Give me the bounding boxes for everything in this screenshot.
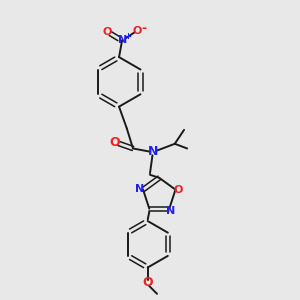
Text: N: N [166,206,176,215]
Text: O: O [103,27,112,37]
Text: -: - [142,22,147,35]
Text: O: O [110,136,120,149]
Text: O: O [133,26,142,36]
Text: O: O [174,184,183,195]
Text: N: N [135,184,144,194]
Text: +: + [124,32,131,41]
Text: N: N [148,145,158,158]
Text: O: O [142,277,153,290]
Text: N: N [118,35,127,45]
